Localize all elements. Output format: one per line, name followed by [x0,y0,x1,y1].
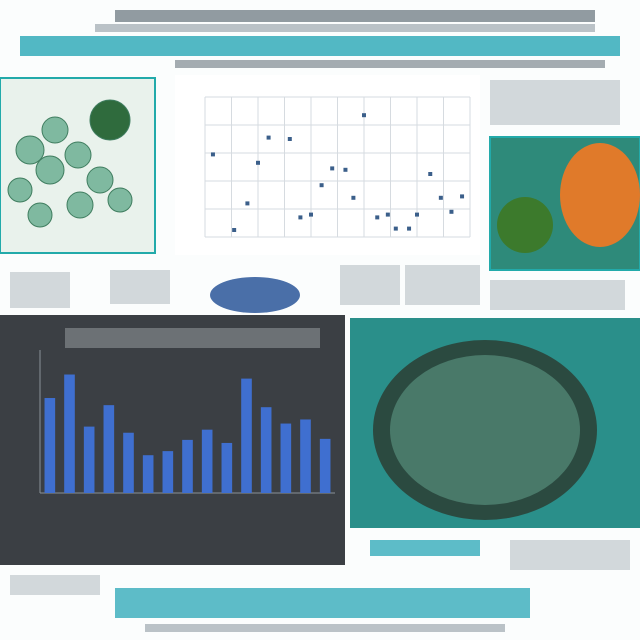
caption-scribble [370,540,480,556]
point [438,195,443,200]
point [256,160,260,165]
heading-scribble [115,10,595,22]
heading-scribble [20,36,620,56]
point [362,113,366,118]
bar [260,407,272,493]
point [460,194,465,199]
point [298,215,303,220]
point [309,212,313,217]
point [351,195,356,200]
bar [162,451,174,493]
bar [44,398,56,493]
point [319,183,324,188]
point [343,167,348,172]
scatter-panel [175,75,480,255]
point [415,212,419,217]
bar [182,439,193,493]
bar [300,419,311,493]
bar [64,374,75,493]
cell-image [390,355,580,505]
heading-scribble [95,24,595,32]
bar [123,432,134,493]
footer-scribble [145,624,505,632]
bar [142,455,154,493]
bar [201,429,213,493]
point [385,212,390,217]
cell-image [497,197,553,253]
bar [103,405,115,493]
emblem [210,277,300,313]
footer-scribble [115,588,530,618]
scatter-chart [204,96,471,238]
point [232,228,237,232]
bar [83,426,95,493]
cell-image [560,143,640,247]
bar [319,438,331,493]
bar [280,423,292,493]
point [393,226,398,231]
point [210,152,215,157]
point [245,201,250,206]
point [407,226,412,231]
text-scribble [10,80,630,595]
bar-title-scribble [65,328,320,348]
point [330,166,335,171]
point [375,215,380,220]
bar [241,378,252,493]
point [428,172,433,176]
point [287,137,292,141]
point [266,135,271,140]
point [449,209,454,214]
bar-chart [39,350,335,494]
bar [221,442,233,493]
heading-scribble [175,60,605,68]
cell-image [7,99,133,228]
